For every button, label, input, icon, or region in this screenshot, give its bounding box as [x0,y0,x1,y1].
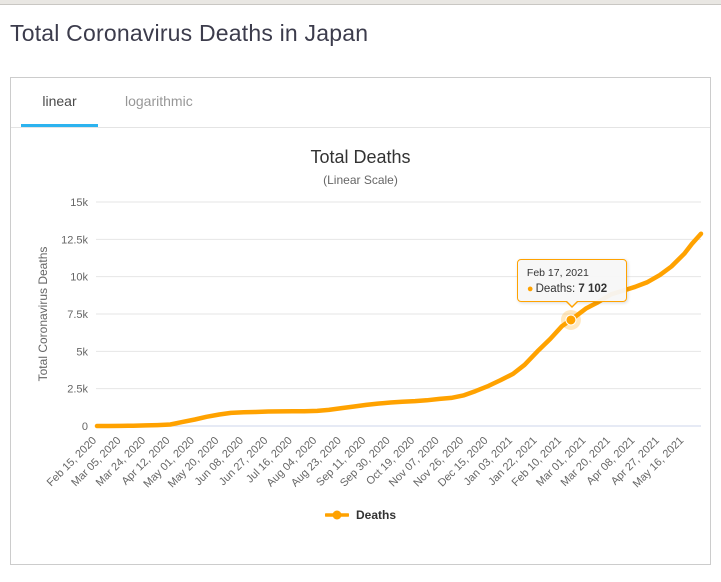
tab-linear[interactable]: linear [21,78,98,127]
chart-subtitle: (Linear Scale) [323,173,398,187]
y-axis-tick-label: 7.5k [67,309,88,321]
tooltip-row: ● Deaths: 7 102 [527,283,617,295]
scale-tabbar: linear logarithmic [11,78,710,128]
y-axis-tick-label: 15k [70,197,88,209]
y-axis-tick-label: 12.5k [61,234,88,246]
y-axis-tick-label: 2.5k [67,384,88,396]
hover-point-marker[interactable] [565,314,577,326]
legend-label: Deaths [355,508,396,522]
y-axis-tick-label: 10k [70,272,88,284]
chart-title: Total Deaths [310,147,411,167]
page-title: Total Coronavirus Deaths in Japan [10,20,369,46]
chart-tooltip: Feb 17, 2021 ● Deaths: 7 102 [516,258,627,308]
chart-area: Total Deaths (Linear Scale) Total Corona… [11,128,710,562]
legend-item-deaths[interactable]: Deaths [11,504,710,526]
tooltip-series-label: Deaths: [535,282,576,295]
legend-line-marker-icon [324,510,349,520]
chart-card: linear logarithmic Total Deaths (Linear … [10,77,711,565]
tooltip-series-bullet-icon: ● [526,282,534,295]
y-axis-tick-label: 0 [82,421,88,433]
tooltip-value: 7 102 [578,282,608,295]
tab-logarithmic[interactable]: logarithmic [125,93,193,109]
y-axis-tick-label: 5k [76,346,88,358]
tooltip-date: Feb 17, 2021 [526,266,589,279]
top-page-strip [0,0,721,5]
